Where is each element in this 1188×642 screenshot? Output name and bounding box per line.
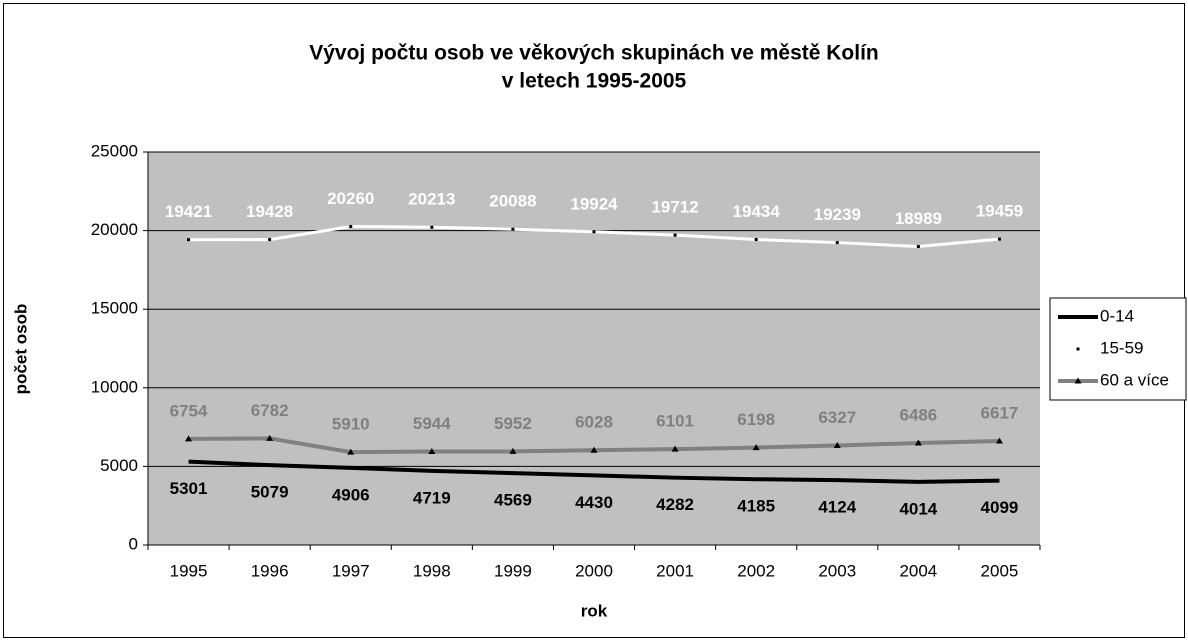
- chart-title: v letech 1995-2005: [502, 70, 687, 93]
- data-label: 19924: [570, 194, 618, 213]
- data-label: 5910: [332, 415, 370, 434]
- y-tick-label: 0: [129, 534, 138, 553]
- data-label: 5301: [170, 479, 208, 498]
- chart-title: Vývoj počtu osob ve věkových skupinách v…: [309, 42, 879, 65]
- point-marker: [268, 238, 272, 242]
- data-label: 4906: [332, 485, 370, 504]
- point-marker: [430, 225, 434, 229]
- data-label: 19459: [976, 202, 1023, 221]
- data-label: 19712: [651, 198, 698, 217]
- data-label: 20213: [408, 190, 455, 209]
- x-tick-label: 2005: [981, 561, 1019, 580]
- legend-label: 15-59: [1100, 338, 1143, 357]
- data-label: 20088: [489, 192, 536, 211]
- data-label: 6028: [575, 413, 613, 432]
- data-label: 5952: [494, 414, 532, 433]
- x-tick-label: 1998: [413, 561, 451, 580]
- x-tick-label: 2003: [818, 561, 856, 580]
- data-label: 19434: [733, 202, 781, 221]
- data-label: 4719: [413, 488, 451, 507]
- data-label: 4099: [981, 498, 1019, 517]
- y-tick-label: 20000: [91, 220, 138, 239]
- point-marker: [185, 435, 193, 442]
- point-marker: [187, 238, 191, 242]
- point-marker: [590, 446, 598, 453]
- data-label: 6617: [981, 403, 1019, 422]
- point-marker: [835, 241, 839, 245]
- y-tick-label: 15000: [91, 299, 138, 318]
- legend-label: 0-14: [1100, 306, 1134, 325]
- y-axis-label: počet osob: [11, 304, 30, 395]
- y-tick-label: 5000: [100, 456, 138, 475]
- data-label: 5079: [251, 483, 289, 502]
- x-tick-label: 1999: [494, 561, 532, 580]
- data-label: 18989: [895, 209, 942, 228]
- data-label: 4569: [494, 491, 532, 510]
- point-marker: [509, 447, 517, 454]
- x-axis-label: rok: [581, 601, 608, 620]
- x-tick-label: 1997: [332, 561, 370, 580]
- y-tick-label: 25000: [91, 141, 138, 160]
- point-marker: [428, 448, 436, 455]
- data-label: 4014: [899, 499, 937, 518]
- data-label: 6327: [818, 408, 856, 427]
- point-marker: [1074, 377, 1082, 384]
- point-marker: [752, 444, 760, 451]
- point-marker: [266, 434, 274, 441]
- y-tick-label: 10000: [91, 377, 138, 396]
- legend-label: 60 a více: [1100, 370, 1169, 389]
- data-label: 4282: [656, 495, 694, 514]
- data-label: 6782: [251, 401, 289, 420]
- point-marker: [914, 439, 922, 446]
- point-marker: [754, 237, 758, 241]
- data-label: 19428: [246, 202, 293, 221]
- data-label: 5944: [413, 414, 451, 433]
- data-label: 19421: [165, 202, 212, 221]
- data-label: 6198: [737, 410, 775, 429]
- data-label: 4430: [575, 493, 613, 512]
- point-marker: [673, 233, 677, 237]
- point-marker: [349, 225, 353, 229]
- data-label: 6754: [170, 401, 208, 420]
- point-marker: [833, 442, 841, 449]
- data-label: 6486: [899, 406, 937, 425]
- point-marker: [592, 230, 596, 234]
- data-label: 20260: [327, 189, 374, 208]
- point-marker: [916, 244, 920, 248]
- x-tick-label: 2001: [656, 561, 694, 580]
- x-tick-label: 2002: [737, 561, 775, 580]
- data-label: 6101: [656, 412, 694, 431]
- series-line: [188, 459, 1000, 484]
- x-tick-label: 1995: [170, 561, 208, 580]
- x-tick-label: 2000: [575, 561, 613, 580]
- point-marker: [995, 437, 1003, 444]
- data-label: 4185: [737, 497, 775, 516]
- x-tick-label: 2004: [899, 561, 937, 580]
- data-label: 19239: [814, 205, 861, 224]
- point-marker: [671, 445, 679, 452]
- x-tick-label: 1996: [251, 561, 289, 580]
- point-marker: [997, 237, 1001, 241]
- point-marker: [511, 227, 515, 231]
- point-marker: [1076, 347, 1080, 351]
- data-label: 4124: [818, 498, 856, 517]
- point-marker: [347, 448, 355, 455]
